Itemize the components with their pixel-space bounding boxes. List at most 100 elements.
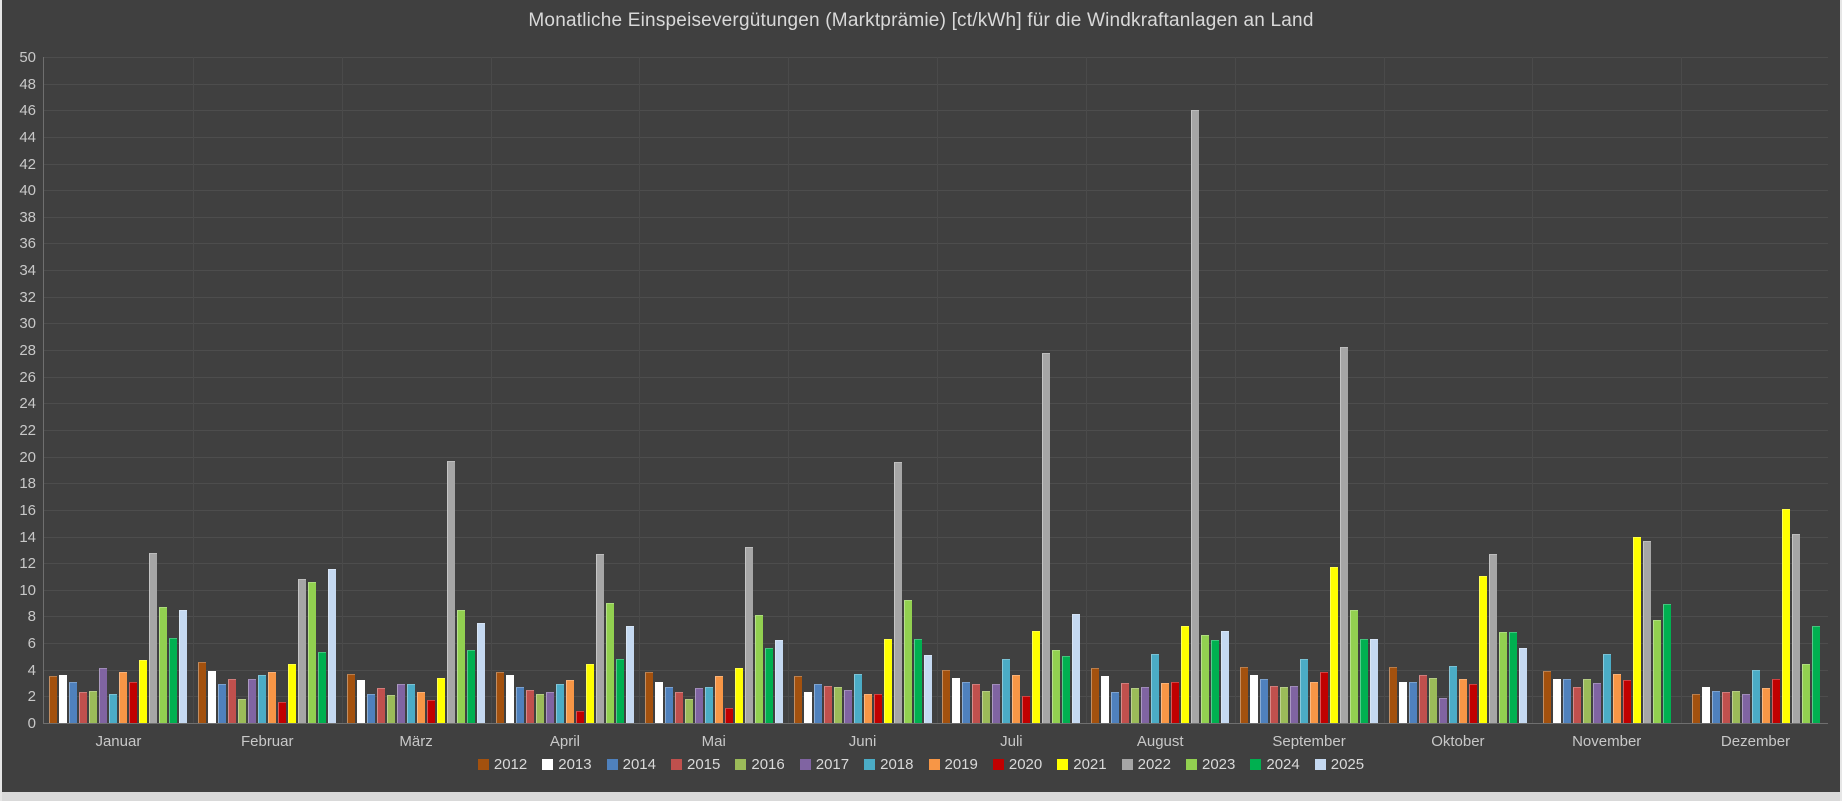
- bar-2020-juli: [1022, 696, 1031, 723]
- bar-2016-september: [1280, 687, 1289, 723]
- x-label-januar: Januar: [95, 733, 142, 750]
- gridline-48: [44, 83, 1828, 85]
- legend-item-2018[interactable]: 2018: [864, 756, 914, 773]
- legend-item-2020[interactable]: 2020: [992, 756, 1042, 773]
- bar-2012-november: [1542, 671, 1551, 723]
- bar-2014-juni: [813, 684, 822, 723]
- bar-2023-august: [1201, 635, 1210, 723]
- bar-2025-januar: [179, 609, 188, 723]
- bar-group-april: [490, 57, 639, 723]
- bar-2023-januar: [159, 607, 168, 723]
- bar-group-november: [1532, 57, 1681, 723]
- bar-2015-august: [1121, 683, 1130, 723]
- y-tick-label-24: 24: [19, 395, 36, 413]
- bar-2020-juni: [873, 693, 882, 723]
- legend-item-2017[interactable]: 2017: [799, 756, 849, 773]
- month-separator: [1681, 57, 1683, 723]
- bar-2023-mai: [754, 615, 763, 723]
- y-axis-line: [43, 57, 44, 724]
- legend-label-2013: 2013: [558, 756, 592, 773]
- month-separator: [1234, 57, 1236, 723]
- bar-2016-juni: [833, 687, 842, 723]
- month-separator: [1085, 57, 1087, 723]
- x-label-oktober: Oktober: [1431, 733, 1485, 750]
- bar-2025-februar: [328, 568, 337, 723]
- legend-item-2015[interactable]: 2015: [671, 756, 720, 773]
- legend-item-2012[interactable]: 2012: [477, 756, 527, 773]
- bottom-scrollbar-strip: [2, 792, 1840, 801]
- bar-2017-september: [1290, 685, 1299, 723]
- gridline-12: [44, 563, 1828, 565]
- bar-2014-märz: [367, 693, 376, 723]
- bar-2016-dezember: [1731, 691, 1740, 723]
- legend-label-2022: 2022: [1137, 756, 1171, 773]
- x-label-juli: Juli: [1000, 733, 1023, 750]
- y-tick-label-40: 40: [19, 182, 36, 200]
- y-tick-label-34: 34: [19, 262, 36, 280]
- legend-item-2014[interactable]: 2014: [606, 756, 656, 773]
- bar-2014-oktober: [1408, 681, 1417, 723]
- bar-2018-november: [1602, 653, 1611, 723]
- legend-item-2013[interactable]: 2013: [542, 756, 592, 773]
- x-label-mai: Mai: [701, 733, 726, 750]
- legend-item-2023[interactable]: 2023: [1186, 756, 1235, 773]
- bar-group-märz: [342, 57, 491, 723]
- month-separator: [1532, 57, 1534, 723]
- bar-2016-januar: [89, 691, 98, 723]
- y-tick-label-4: 4: [27, 661, 36, 679]
- legend-item-2025[interactable]: 2025: [1314, 756, 1364, 773]
- bar-2017-juni: [843, 689, 852, 723]
- bar-2025-juni: [923, 655, 932, 723]
- bar-2019-januar: [119, 672, 128, 723]
- bar-2023-märz: [457, 609, 466, 723]
- y-tick-label-44: 44: [19, 128, 36, 146]
- bar-2017-dezember: [1741, 693, 1750, 723]
- legend-swatch-2017: [799, 759, 811, 770]
- bar-2024-juni: [913, 639, 922, 723]
- legend-item-2016[interactable]: 2016: [735, 756, 785, 773]
- legend-label-2016: 2016: [751, 756, 785, 773]
- legend-swatch-2016: [735, 759, 747, 770]
- legend-item-2019[interactable]: 2019: [928, 756, 978, 773]
- bar-2013-november: [1552, 679, 1561, 723]
- gridline-42: [44, 163, 1828, 165]
- bar-2012-januar: [49, 676, 58, 723]
- bar-2018-juli: [1002, 659, 1011, 723]
- bar-2016-november: [1582, 679, 1591, 723]
- bar-2023-september: [1350, 609, 1359, 723]
- legend-label-2018: 2018: [880, 756, 914, 773]
- bar-2025-september: [1370, 639, 1379, 723]
- bar-2022-september: [1340, 347, 1349, 723]
- bar-2018-mai: [704, 687, 713, 723]
- y-tick-label-8: 8: [27, 608, 36, 626]
- y-tick-label-28: 28: [19, 342, 36, 360]
- legend-item-2021[interactable]: 2021: [1057, 756, 1107, 773]
- bar-2024-mai: [764, 648, 773, 723]
- bar-2018-september: [1300, 659, 1309, 723]
- bar-2017-november: [1592, 683, 1601, 723]
- bar-group-januar: [44, 57, 193, 723]
- bar-2019-märz: [417, 692, 426, 723]
- bar-2019-oktober: [1458, 679, 1467, 723]
- gridline-34: [44, 270, 1828, 272]
- bar-2012-oktober: [1388, 667, 1397, 723]
- bar-2016-märz: [387, 695, 396, 723]
- bar-2025-april: [625, 625, 634, 723]
- bar-group-september: [1235, 57, 1384, 723]
- y-tick-label-14: 14: [19, 528, 36, 546]
- bar-2020-oktober: [1468, 684, 1477, 723]
- bar-2013-dezember: [1701, 687, 1710, 723]
- bar-2013-mai: [654, 681, 663, 723]
- legend-item-2024[interactable]: 2024: [1250, 756, 1300, 773]
- bar-2015-april: [525, 689, 534, 723]
- legend-item-2022[interactable]: 2022: [1121, 756, 1171, 773]
- gridline-8: [44, 616, 1828, 618]
- bar-2013-august: [1101, 676, 1110, 723]
- x-label-september: September: [1272, 733, 1346, 750]
- x-label-november: November: [1572, 733, 1642, 750]
- month-separator: [1383, 57, 1385, 723]
- bar-group-juni: [788, 57, 937, 723]
- legend-swatch-2014: [606, 759, 618, 770]
- x-label-juni: Juni: [848, 733, 877, 750]
- y-tick-label-18: 18: [19, 475, 36, 493]
